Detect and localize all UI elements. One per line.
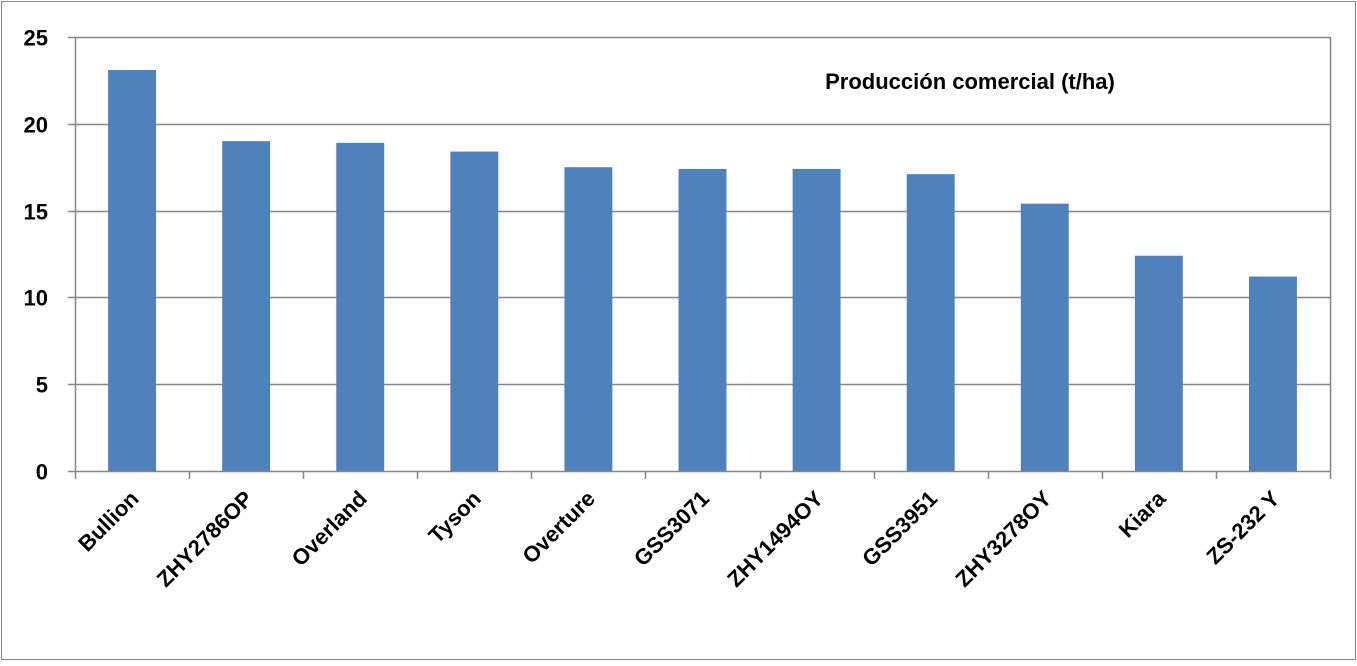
- y-tick-label: 0: [36, 460, 48, 485]
- bar: [1248, 276, 1297, 471]
- bar: [564, 167, 613, 471]
- bars: [108, 69, 1297, 472]
- bar: [906, 174, 955, 472]
- bar: [222, 141, 271, 471]
- y-tick-label: 10: [24, 286, 48, 311]
- bar: [336, 142, 385, 471]
- bar: [108, 69, 157, 471]
- bar: [678, 168, 727, 471]
- gridlines: [75, 36, 1332, 471]
- y-tick-label: 5: [36, 373, 48, 398]
- axes: [68, 36, 1332, 479]
- y-tick-label: 15: [24, 200, 48, 225]
- bar: [1134, 255, 1183, 471]
- bar: [1020, 203, 1069, 471]
- y-tick-label: 20: [24, 113, 48, 138]
- bar: [450, 151, 499, 472]
- y-tick-label: 25: [24, 26, 48, 51]
- y-tick-labels: 0 5 10 15 20 25: [24, 26, 48, 485]
- bar: [792, 168, 841, 471]
- chart-title: Producción comercial (t/ha): [825, 69, 1115, 94]
